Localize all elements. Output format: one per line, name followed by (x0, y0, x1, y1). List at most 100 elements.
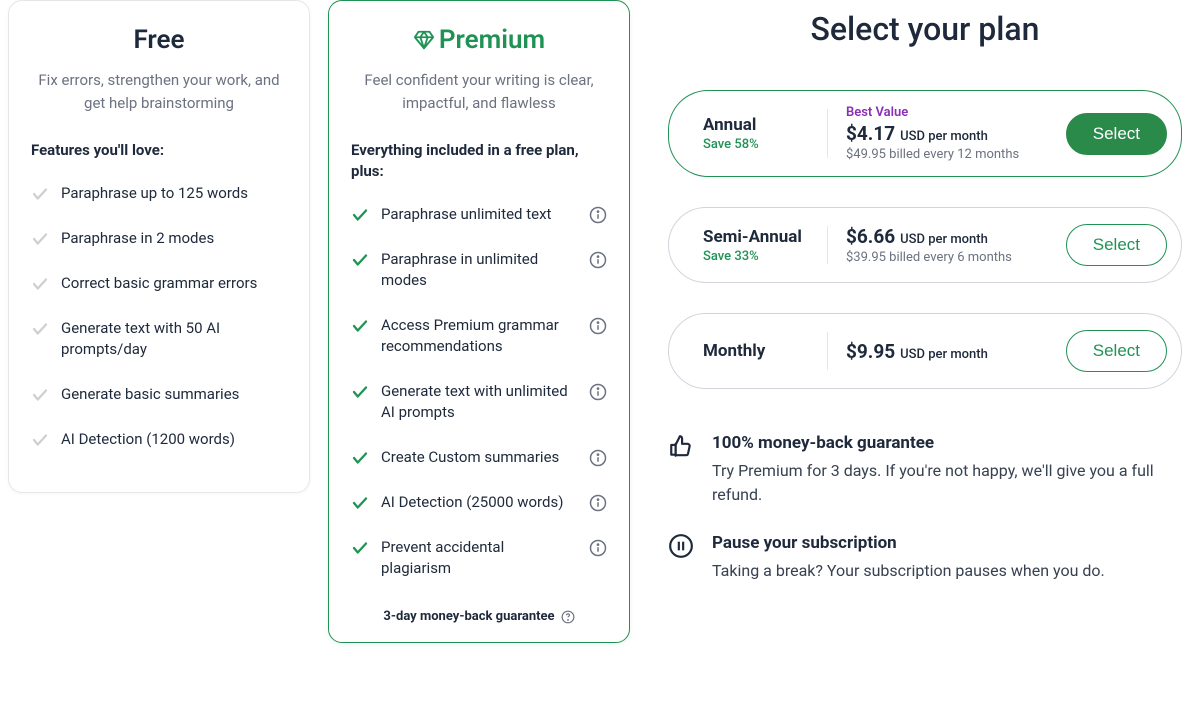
plan-name: Monthly (703, 341, 821, 361)
check-icon (351, 204, 369, 224)
check-icon (31, 273, 49, 293)
free-feature-list: Paraphrase up to 125 words Paraphrase in … (31, 183, 287, 450)
feature-text: Paraphrase unlimited text (381, 204, 577, 225)
free-feature-item: Paraphrase up to 125 words (31, 183, 287, 204)
info-icon[interactable] (589, 381, 607, 401)
premium-title: Premium (351, 25, 607, 55)
price-billed: $49.95 billed every 12 months (846, 147, 1066, 162)
benefit-desc: Taking a break? Your subscription pauses… (712, 559, 1105, 583)
plan-save-badge: Save 58% (703, 137, 821, 152)
benefits-list: 100% money-back guarantee Try Premium for… (668, 433, 1182, 583)
info-icon[interactable] (589, 204, 607, 224)
plan-name-col: Monthly (703, 341, 821, 361)
feature-text: AI Detection (25000 words) (381, 492, 577, 513)
plan-option-row[interactable]: Annual Save 58% Best Value$4.17 USD per mo… (668, 90, 1182, 177)
select-plan-button[interactable]: Select (1066, 224, 1167, 266)
feature-text: Create Custom summaries (381, 447, 577, 468)
divider (827, 226, 828, 264)
plan-name: Semi-Annual (703, 227, 821, 247)
info-icon[interactable] (589, 315, 607, 335)
price-unit: USD per month (900, 129, 988, 144)
premium-feature-item: Access Premium grammar recommendations (351, 315, 607, 357)
premium-feature-item: Paraphrase unlimited text (351, 204, 607, 225)
plan-price-col: $6.66 USD per month $39.95 billed every 6… (846, 225, 1066, 265)
free-feature-item: Correct basic grammar errors (31, 273, 287, 294)
feature-text: Prevent accidental plagiarism (381, 537, 577, 579)
check-icon (31, 384, 49, 404)
plan-price-col: $9.95 USD per month (846, 340, 1066, 363)
premium-title-text: Premium (439, 25, 545, 55)
feature-text: AI Detection (1200 words) (61, 429, 287, 450)
select-plan-heading: Select your plan (668, 10, 1182, 48)
benefit-item: 100% money-back guarantee Try Premium for… (668, 433, 1182, 507)
check-icon (31, 429, 49, 449)
benefit-title: Pause your subscription (712, 533, 1105, 553)
feature-text: Generate basic summaries (61, 384, 287, 405)
free-feature-item: Generate text with 50 AI prompts/day (31, 318, 287, 360)
plan-option-row[interactable]: Monthly$9.95 USD per monthSelect (668, 313, 1182, 389)
feature-text: Access Premium grammar recommendations (381, 315, 577, 357)
price-billed: $39.95 billed every 6 months (846, 250, 1066, 265)
check-icon (31, 183, 49, 203)
premium-guarantee: 3-day money-back guarantee (351, 609, 607, 624)
free-feature-item: Paraphrase in 2 modes (31, 228, 287, 249)
check-icon (351, 381, 369, 401)
plan-card-premium: Premium Feel confident your writing is c… (328, 0, 630, 643)
plan-price-col: Best Value$4.17 USD per month$49.95 bill… (846, 105, 1066, 162)
info-icon[interactable] (589, 537, 607, 557)
plan-option-row[interactable]: Semi-Annual Save 33% $6.66 USD per month $3… (668, 207, 1182, 283)
plan-name-col: Semi-Annual Save 33% (703, 227, 821, 264)
free-feature-item: AI Detection (1200 words) (31, 429, 287, 450)
premium-feature-item: AI Detection (25000 words) (351, 492, 607, 513)
premium-feature-item: Prevent accidental plagiarism (351, 537, 607, 579)
info-icon[interactable] (589, 492, 607, 512)
benefit-item: Pause your subscription Taking a break? Y… (668, 533, 1182, 583)
diamond-icon (413, 29, 435, 51)
feature-text: Generate text with unlimited AI prompts (381, 381, 577, 423)
benefit-desc: Try Premium for 3 days. If you're not ha… (712, 459, 1182, 507)
price-unit: USD per month (900, 347, 988, 362)
check-icon (351, 492, 369, 512)
price-amount: $6.66 (846, 225, 895, 248)
free-section-title: Features you'll love: (31, 140, 287, 161)
info-icon[interactable] (589, 447, 607, 467)
feature-text: Paraphrase in unlimited modes (381, 249, 577, 291)
select-plan-button[interactable]: Select (1066, 330, 1167, 372)
price-amount: $9.95 (846, 340, 895, 363)
feature-text: Paraphrase in 2 modes (61, 228, 287, 249)
premium-feature-item: Generate text with unlimited AI prompts (351, 381, 607, 423)
premium-feature-item: Create Custom summaries (351, 447, 607, 468)
premium-section-title: Everything included in a free plan, plus… (351, 140, 607, 182)
divider (827, 109, 828, 158)
premium-tagline: Feel confident your writing is clear, im… (351, 69, 607, 114)
price-unit: USD per month (900, 232, 988, 247)
feature-text: Correct basic grammar errors (61, 273, 287, 294)
check-icon (31, 228, 49, 248)
plan-card-free: Free Fix errors, strengthen your work, a… (8, 0, 310, 493)
check-icon (351, 447, 369, 467)
free-title: Free (31, 25, 287, 55)
free-feature-item: Generate basic summaries (31, 384, 287, 405)
benefit-title: 100% money-back guarantee (712, 433, 1182, 453)
premium-feature-item: Paraphrase in unlimited modes (351, 249, 607, 291)
feature-text: Generate text with 50 AI prompts/day (61, 318, 287, 360)
check-icon (31, 318, 49, 338)
plan-name: Annual (703, 115, 821, 135)
plan-selector-panel: Select your plan Annual Save 58% Best Valu… (648, 0, 1192, 609)
plan-save-badge: Save 33% (703, 249, 821, 264)
plan-name-col: Annual Save 58% (703, 115, 821, 152)
info-icon[interactable] (589, 249, 607, 269)
divider (827, 332, 828, 370)
premium-guarantee-text: 3-day money-back guarantee (383, 609, 554, 624)
premium-feature-list: Paraphrase unlimited text Paraphrase in u… (351, 204, 607, 579)
help-icon[interactable] (561, 610, 575, 624)
select-plan-button[interactable]: Select (1066, 113, 1167, 155)
pause-icon (668, 533, 694, 559)
check-icon (351, 249, 369, 269)
feature-text: Paraphrase up to 125 words (61, 183, 287, 204)
thumbs-up-icon (668, 433, 694, 459)
check-icon (351, 315, 369, 335)
best-value-label: Best Value (846, 105, 1066, 120)
check-icon (351, 537, 369, 557)
free-tagline: Fix errors, strengthen your work, and ge… (31, 69, 287, 114)
